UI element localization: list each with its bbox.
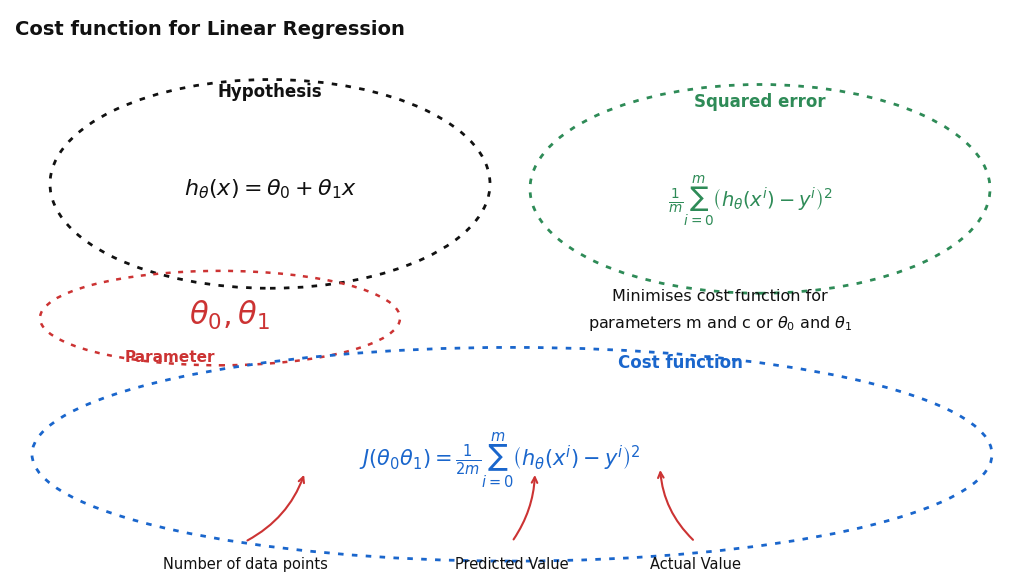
Text: $\theta_0 , \theta_1$: $\theta_0 , \theta_1$ [189,298,270,332]
Text: Cost function for Linear Regression: Cost function for Linear Regression [15,20,404,39]
Text: Cost function: Cost function [617,354,742,372]
Text: Squared error: Squared error [694,93,825,112]
Text: Actual Value: Actual Value [649,557,740,572]
Text: Number of data points: Number of data points [163,557,328,572]
Text: $h_\theta(x) = \theta_0 + \theta_1 x$: $h_\theta(x) = \theta_0 + \theta_1 x$ [183,177,356,201]
Text: $J(\theta_0\theta_1) = \frac{1}{2m}\sum_{i=0}^{m}\left(h_\theta(x^i) - y^i\right: $J(\theta_0\theta_1) = \frac{1}{2m}\sum_… [359,431,641,490]
Text: Parameter: Parameter [125,350,215,365]
Text: Hypothesis: Hypothesis [218,83,323,101]
Text: $\frac{1}{m}\sum_{i=0}^{m}\left(h_\theta(x^i) - y^i\right)^2$: $\frac{1}{m}\sum_{i=0}^{m}\left(h_\theta… [668,174,833,229]
Text: Predicted Value: Predicted Value [456,557,568,572]
Text: Minimises cost function for
parameters m and c or $\theta_0$ and $\theta_1$: Minimises cost function for parameters m… [588,289,852,333]
